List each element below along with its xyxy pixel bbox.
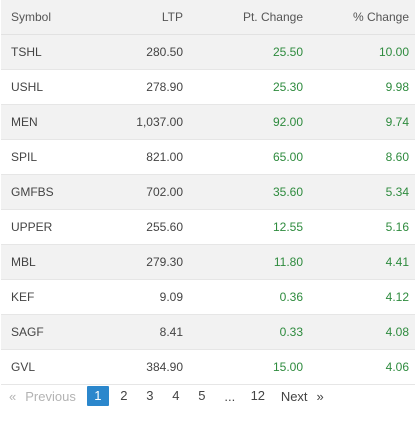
page-4-button[interactable]: 4: [172, 388, 180, 403]
previous-label: Previous: [25, 388, 76, 404]
table-header-row: Symbol LTP Pt. Change % Change: [1, 0, 415, 35]
next-label: Next: [280, 388, 308, 404]
pct-change-cell: 8.60: [309, 139, 415, 175]
ltp-cell: 821.00: [97, 139, 189, 175]
pct-change-cell: 5.34: [309, 174, 415, 210]
ltp-cell: 279.30: [97, 244, 189, 280]
pt-change-cell: 15.00: [189, 349, 309, 385]
header-pt-change[interactable]: Pt. Change: [189, 0, 309, 35]
ltp-cell: 8.41: [97, 314, 189, 350]
double-chevron-left-icon: «: [9, 388, 17, 404]
page-2-button[interactable]: 2: [120, 388, 128, 403]
double-chevron-right-icon: »: [316, 388, 324, 404]
symbol-cell[interactable]: KEF: [1, 279, 97, 315]
pct-change-cell: 10.00: [309, 34, 415, 70]
page-3-button[interactable]: 3: [146, 388, 154, 403]
pagination-ellipsis: ...: [224, 388, 236, 404]
pct-change-cell: 4.12: [309, 279, 415, 315]
symbol-cell[interactable]: GMFBS: [1, 174, 97, 210]
pt-change-cell: 12.55: [189, 209, 309, 245]
ltp-cell: 702.00: [97, 174, 189, 210]
symbol-cell[interactable]: TSHL: [1, 34, 97, 70]
ltp-cell: 1,037.00: [97, 104, 189, 140]
page-5-button[interactable]: 5: [198, 388, 206, 403]
table-row[interactable]: MBL 279.30 11.80 4.41: [1, 244, 415, 280]
table-row[interactable]: UPPER 255.60 12.55 5.16: [1, 209, 415, 245]
pt-change-cell: 92.00: [189, 104, 309, 140]
pct-change-cell: 5.16: [309, 209, 415, 245]
symbol-cell[interactable]: SPIL: [1, 139, 97, 175]
table-row[interactable]: SAGF 8.41 0.33 4.08: [1, 314, 415, 350]
header-ltp[interactable]: LTP: [97, 0, 189, 35]
pct-change-cell: 4.41: [309, 244, 415, 280]
page-12-button[interactable]: 12: [250, 388, 266, 403]
symbol-cell[interactable]: MEN: [1, 104, 97, 140]
pct-change-cell: 9.74: [309, 104, 415, 140]
ltp-cell: 255.60: [97, 209, 189, 245]
pt-change-cell: 25.30: [189, 69, 309, 105]
pt-change-cell: 25.50: [189, 34, 309, 70]
table-row[interactable]: MEN 1,037.00 92.00 9.74: [1, 104, 415, 140]
table-row[interactable]: TSHL 280.50 25.50 10.00: [1, 34, 415, 70]
symbol-cell[interactable]: USHL: [1, 69, 97, 105]
top-gainers-table: Symbol LTP Pt. Change % Change TSHL 280.5…: [1, 0, 415, 385]
pt-change-cell: 35.60: [189, 174, 309, 210]
page-1-button[interactable]: 1: [86, 386, 109, 406]
table-row[interactable]: GVL 384.90 15.00 4.06: [1, 349, 415, 385]
ltp-cell: 278.90: [97, 69, 189, 105]
symbol-cell[interactable]: SAGF: [1, 314, 97, 350]
table-row[interactable]: GMFBS 702.00 35.60 5.34: [1, 174, 415, 210]
table-row[interactable]: KEF 9.09 0.36 4.12: [1, 279, 415, 315]
header-pct-change[interactable]: % Change: [309, 0, 415, 35]
header-symbol[interactable]: Symbol: [1, 0, 97, 35]
symbol-cell[interactable]: UPPER: [1, 209, 97, 245]
pct-change-cell: 4.08: [309, 314, 415, 350]
next-page-button[interactable]: Next »: [281, 389, 324, 404]
pt-change-cell: 11.80: [189, 244, 309, 280]
pt-change-cell: 0.33: [189, 314, 309, 350]
pt-change-cell: 65.00: [189, 139, 309, 175]
ltp-cell: 280.50: [97, 34, 189, 70]
ltp-cell: 384.90: [97, 349, 189, 385]
ltp-cell: 9.09: [97, 279, 189, 315]
table-row[interactable]: SPIL 821.00 65.00 8.60: [1, 139, 415, 175]
pct-change-cell: 9.98: [309, 69, 415, 105]
table-row[interactable]: USHL 278.90 25.30 9.98: [1, 69, 415, 105]
pt-change-cell: 0.36: [189, 279, 309, 315]
symbol-cell[interactable]: GVL: [1, 349, 97, 385]
symbol-cell[interactable]: MBL: [1, 244, 97, 280]
pct-change-cell: 4.06: [309, 349, 415, 385]
previous-page-button[interactable]: « Previous: [9, 389, 76, 404]
